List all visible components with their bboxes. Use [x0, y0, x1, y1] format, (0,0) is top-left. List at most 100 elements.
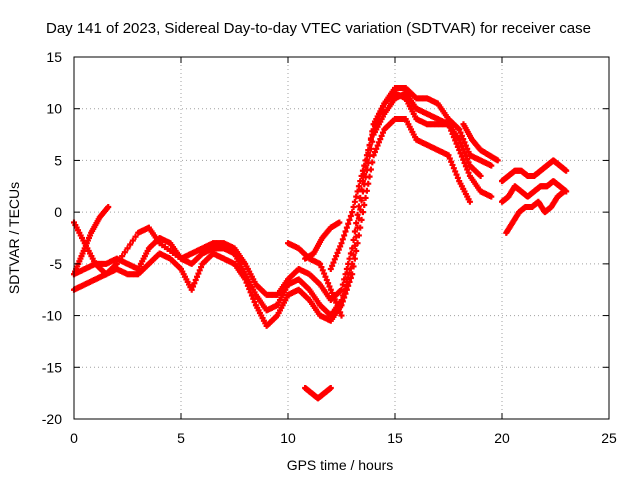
- data-point: [363, 152, 370, 159]
- data-point: [379, 129, 386, 136]
- data-point: [251, 298, 258, 305]
- data-point: [341, 232, 348, 239]
- data-point: [195, 270, 202, 277]
- y-tick-label: 0: [54, 204, 62, 220]
- data-point: [347, 213, 354, 220]
- data-point: [246, 286, 253, 293]
- chart-title: Day 141 of 2023, Sidereal Day-to-day VTE…: [46, 20, 591, 37]
- data-point: [337, 243, 344, 250]
- data-point: [198, 264, 205, 271]
- data-point: [336, 219, 343, 226]
- data-point: [353, 193, 360, 200]
- y-axis-label: SDTVAR / TECUs: [6, 182, 22, 294]
- y-tick-label: -15: [42, 359, 62, 375]
- y-tick-label: 15: [46, 49, 62, 65]
- data-point: [448, 127, 455, 134]
- series-track-10: [499, 178, 570, 205]
- data-point: [369, 159, 376, 166]
- data-point: [371, 123, 378, 130]
- data-point: [349, 209, 356, 216]
- data-point: [247, 289, 254, 296]
- series-track-8: [302, 219, 343, 262]
- data-point: [334, 302, 341, 309]
- data-point: [323, 277, 330, 284]
- data-point: [192, 277, 199, 284]
- data-point: [327, 384, 334, 391]
- data-point: [453, 140, 460, 147]
- axis-ticks: 0 5 10 15 20 25 -20 -15 -10 -5 0 5 10 15: [42, 49, 617, 446]
- data-point: [327, 286, 334, 293]
- data-point: [369, 131, 376, 138]
- data-point: [361, 202, 368, 209]
- data-point: [338, 312, 345, 319]
- data-point: [334, 249, 341, 256]
- data-point: [350, 263, 357, 270]
- data-point: [350, 203, 357, 210]
- data-point: [445, 121, 452, 128]
- data-point: [129, 237, 136, 244]
- data-point: [342, 228, 349, 235]
- data-point: [353, 247, 360, 254]
- data-point: [353, 220, 360, 227]
- series-track-2: [71, 90, 484, 319]
- y-tick-label: -5: [50, 256, 63, 272]
- data-point: [488, 193, 495, 200]
- data-point: [450, 134, 457, 141]
- data-point: [121, 249, 128, 256]
- data-point: [371, 149, 378, 156]
- data-point: [346, 216, 353, 223]
- plot-frame: [73, 56, 610, 420]
- data-point: [351, 255, 358, 262]
- data-point: [456, 147, 463, 154]
- data-point: [374, 116, 381, 123]
- x-tick-label: 0: [70, 430, 78, 446]
- data-point: [188, 286, 195, 293]
- data-point: [561, 188, 568, 195]
- data-point: [377, 136, 384, 143]
- data-point: [374, 142, 381, 149]
- data-point: [338, 240, 345, 247]
- series-track-4: [71, 203, 112, 278]
- data-point: [346, 255, 353, 262]
- data-points: [71, 85, 570, 402]
- data-point: [319, 267, 326, 274]
- data-point: [359, 209, 366, 216]
- data-point: [361, 162, 368, 169]
- x-tick-label: 10: [280, 430, 296, 446]
- data-point: [350, 236, 357, 243]
- data-point: [563, 167, 570, 174]
- data-point: [465, 169, 472, 176]
- data-point: [462, 163, 469, 170]
- data-point: [367, 136, 374, 143]
- data-point: [333, 253, 340, 260]
- series-track-5: [327, 90, 495, 273]
- data-point: [457, 129, 464, 136]
- data-point: [331, 256, 338, 263]
- data-point: [333, 299, 340, 306]
- x-tick-label: 5: [177, 430, 185, 446]
- series-track-11: [499, 157, 570, 185]
- data-point: [365, 180, 372, 187]
- data-point: [321, 270, 328, 277]
- data-point: [318, 264, 325, 271]
- data-point: [358, 197, 365, 204]
- data-point: [345, 220, 352, 227]
- data-point: [446, 155, 453, 162]
- data-point: [346, 278, 353, 285]
- data-point: [191, 280, 198, 287]
- data-point: [243, 279, 250, 286]
- data-point: [449, 161, 456, 168]
- data-point: [329, 262, 336, 269]
- data-point: [375, 113, 382, 120]
- data-point: [362, 194, 369, 201]
- data-point: [375, 139, 382, 146]
- data-point: [194, 273, 201, 280]
- data-point: [327, 266, 334, 273]
- y-tick-label: 10: [46, 101, 62, 117]
- data-point: [329, 289, 336, 296]
- data-point: [335, 246, 342, 253]
- data-point: [366, 173, 373, 180]
- data-point: [453, 171, 460, 178]
- data-point: [357, 224, 364, 231]
- data-point: [349, 271, 356, 278]
